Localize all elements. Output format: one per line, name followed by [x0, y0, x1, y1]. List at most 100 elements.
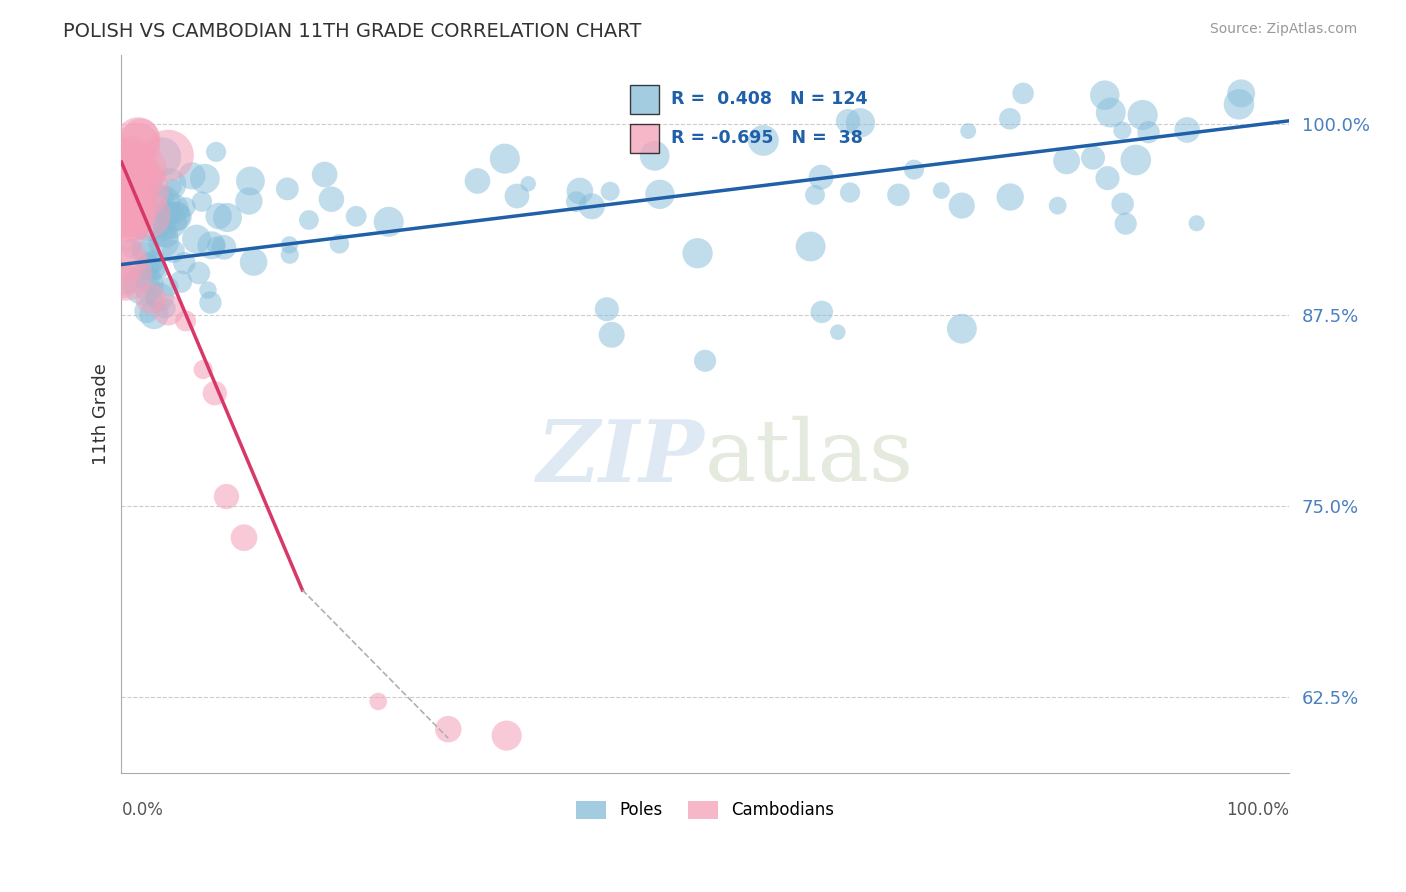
Point [112, 167, 135, 181]
Point [648, 187, 671, 202]
Point [115, 224, 138, 238]
Point [153, 222, 176, 236]
Point [115, 202, 138, 217]
Point [111, 274, 134, 288]
Point [1056, 153, 1078, 168]
Point [162, 244, 184, 259]
Point [467, 174, 489, 188]
Point [141, 260, 163, 274]
Point [1115, 217, 1137, 231]
Point [810, 305, 832, 319]
Point [173, 256, 195, 270]
Point [129, 217, 152, 231]
Point [114, 162, 136, 177]
Point [135, 304, 157, 318]
Point [187, 266, 209, 280]
Point [159, 215, 181, 229]
Point [1230, 87, 1253, 101]
Point [128, 184, 150, 198]
Point [114, 267, 136, 281]
Point [127, 138, 149, 153]
Point [166, 210, 188, 224]
Point [129, 129, 152, 144]
Point [157, 303, 180, 318]
Point [950, 322, 973, 336]
Point [149, 290, 172, 304]
Point [314, 168, 336, 182]
Point [155, 228, 177, 243]
Point [849, 116, 872, 130]
Point [752, 133, 775, 147]
Point [194, 171, 217, 186]
Point [205, 145, 228, 159]
Point [827, 325, 849, 339]
Point [1094, 88, 1116, 103]
Text: Source: ZipAtlas.com: Source: ZipAtlas.com [1209, 22, 1357, 37]
Point [131, 161, 153, 176]
Point [165, 209, 187, 223]
Point [596, 302, 619, 317]
Point [437, 722, 460, 736]
Point [215, 490, 238, 504]
Point [321, 192, 343, 206]
Point [800, 239, 823, 253]
Point [377, 215, 399, 229]
Point [931, 184, 953, 198]
Point [204, 386, 226, 401]
Text: ZIP: ZIP [537, 416, 704, 500]
Point [127, 221, 149, 235]
Point [506, 189, 529, 203]
Point [120, 154, 142, 169]
Point [162, 202, 184, 216]
Point [344, 210, 367, 224]
Text: 100.0%: 100.0% [1226, 801, 1289, 819]
Point [693, 353, 716, 368]
Point [191, 194, 214, 209]
Point [568, 184, 591, 198]
Point [132, 277, 155, 292]
Legend: Poles, Cambodians: Poles, Cambodians [569, 794, 841, 826]
Point [157, 280, 180, 294]
Point [124, 150, 146, 164]
Point [152, 218, 174, 232]
Point [117, 161, 139, 176]
Point [887, 187, 910, 202]
Point [110, 183, 132, 197]
Point [117, 202, 139, 216]
Point [110, 210, 132, 224]
Point [1185, 216, 1208, 230]
Point [217, 211, 239, 225]
Point [142, 254, 165, 268]
Point [122, 205, 145, 219]
Point [278, 248, 301, 262]
Point [1000, 190, 1022, 204]
Point [1099, 105, 1122, 120]
Point [127, 198, 149, 212]
Point [118, 186, 141, 201]
Point [111, 174, 134, 188]
Point [156, 207, 179, 221]
Y-axis label: 11th Grade: 11th Grade [93, 363, 110, 466]
Point [132, 247, 155, 261]
Point [136, 208, 159, 222]
Point [162, 180, 184, 194]
Point [950, 198, 973, 212]
Point [142, 290, 165, 304]
Point [127, 171, 149, 186]
Point [233, 531, 256, 545]
Point [839, 186, 862, 200]
Point [152, 235, 174, 249]
Point [150, 150, 173, 164]
Point [139, 172, 162, 186]
Point [1012, 87, 1035, 101]
Point [117, 146, 139, 161]
Point [367, 694, 389, 708]
Point [148, 232, 170, 246]
Point [1125, 153, 1147, 167]
Point [129, 183, 152, 197]
Point [112, 207, 135, 221]
Point [200, 238, 222, 252]
Point [1081, 151, 1104, 165]
Point [170, 275, 193, 289]
Point [278, 238, 301, 252]
